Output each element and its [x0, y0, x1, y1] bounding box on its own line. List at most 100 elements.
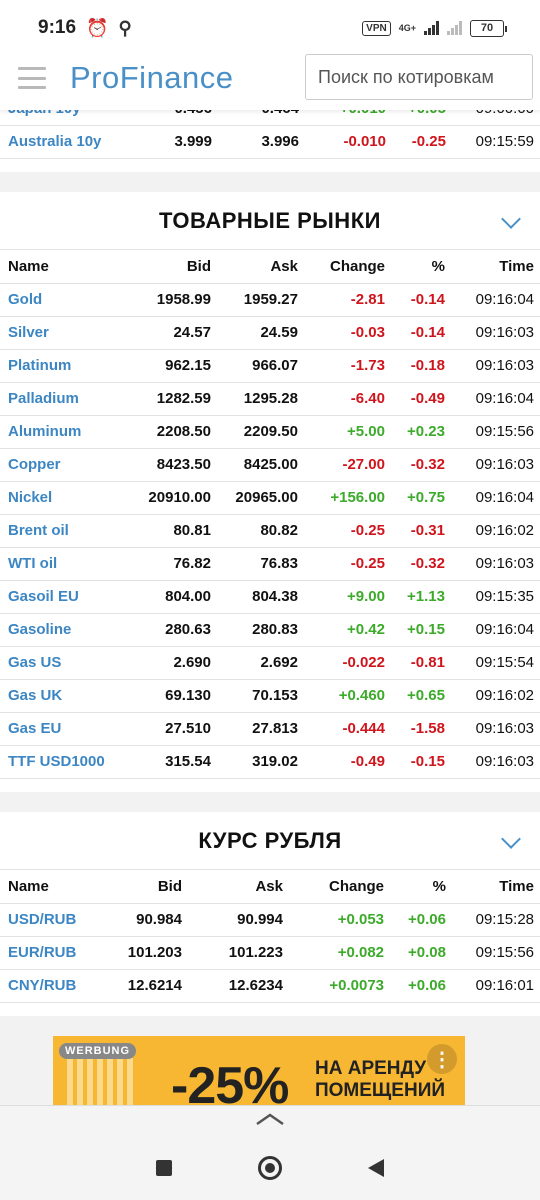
table-row[interactable]: Brent oil 80.81 80.82 -0.25 -0.31 09:16:02 — [0, 514, 540, 548]
instrument-name[interactable]: Palladium — [0, 382, 112, 416]
chevron-down-icon[interactable] — [501, 209, 521, 229]
percent-value: +0.65 — [385, 679, 445, 713]
table-row[interactable]: Nickel 20910.00 20965.00 +156.00 +0.75 09:16:… — [0, 481, 540, 515]
instrument-name[interactable]: Platinum — [0, 349, 112, 383]
percent-value: -0.31 — [385, 514, 445, 548]
back-icon[interactable] — [368, 1158, 384, 1177]
percent-value: +0.23 — [385, 415, 445, 449]
percent-value: +0.08 — [384, 936, 446, 970]
instrument-name[interactable]: Copper — [0, 448, 112, 482]
time-value: 09:15:59 — [446, 125, 540, 159]
ad-line-2: ПОМЕЩЕНИЙ — [315, 1080, 446, 1101]
table-row[interactable]: WTI oil 76.82 76.83 -0.25 -0.32 09:16:03 — [0, 547, 540, 581]
col-bid: Bid — [112, 250, 211, 284]
instrument-name[interactable]: USD/RUB — [0, 903, 100, 937]
instrument-name[interactable]: Gas US — [0, 646, 112, 680]
bid-value: 76.82 — [112, 547, 211, 581]
change-value: -1.73 — [298, 349, 385, 383]
table-header: Name Bid Ask Change % Time — [0, 250, 540, 284]
col-change: Change — [298, 250, 385, 284]
instrument-name[interactable]: WTI oil — [0, 547, 112, 581]
col-change: Change — [283, 870, 384, 904]
menu-icon[interactable] — [18, 67, 46, 89]
table-row[interactable]: Gold 1958.99 1959.27 -2.81 -0.14 09:16:04 — [0, 283, 540, 317]
table-row[interactable]: USD/RUB 90.984 90.994 +0.053 +0.06 09:15:28 — [0, 903, 540, 937]
app-header: ProFinance — [0, 46, 540, 110]
instrument-name[interactable]: EUR/RUB — [0, 936, 100, 970]
signal-icon — [424, 21, 439, 35]
col-pct: % — [384, 870, 446, 904]
instrument-name[interactable]: Gas UK — [0, 679, 112, 713]
instrument-name[interactable]: TTF USD1000 — [0, 745, 112, 779]
bottom-sheet-handle[interactable] — [0, 1105, 540, 1135]
bid-value: 2.690 — [112, 646, 211, 680]
table-row[interactable]: Palladium 1282.59 1295.28 -6.40 -0.49 09:16:0… — [0, 382, 540, 416]
instrument-name[interactable]: Gasoil EU — [0, 580, 112, 614]
time-value: 09:16:04 — [445, 382, 540, 416]
signal-icon-2 — [447, 21, 462, 35]
table-row[interactable]: Aluminum 2208.50 2209.50 +5.00 +0.23 09:15:56 — [0, 415, 540, 449]
instrument-name[interactable]: Aluminum — [0, 415, 112, 449]
table-row[interactable]: Platinum 962.15 966.07 -1.73 -0.18 09:16:03 — [0, 349, 540, 383]
time-value: 09:16:01 — [446, 969, 540, 1003]
percent-value: -0.14 — [385, 283, 445, 317]
table-row[interactable]: Copper 8423.50 8425.00 -27.00 -0.32 09:16:03 — [0, 448, 540, 482]
time-value: 09:16:03 — [445, 547, 540, 581]
ad-discount: -25% — [171, 1057, 289, 1106]
percent-value: -0.81 — [385, 646, 445, 680]
col-ask: Ask — [211, 250, 298, 284]
table-row[interactable]: EUR/RUB 101.203 101.223 +0.082 +0.08 09:15:56 — [0, 936, 540, 970]
table-row[interactable]: Gas US 2.690 2.692 -0.022 -0.81 09:15:54 — [0, 646, 540, 680]
time-value: 09:16:04 — [445, 283, 540, 317]
percent-value: -0.14 — [385, 316, 445, 350]
ruble-table: Name Bid Ask Change % Time USD/RUB 90.984… — [0, 870, 540, 1003]
percent-value: -0.15 — [385, 745, 445, 779]
table-row[interactable]: Australia 10y 3.999 3.996 -0.010 -0.25 09:15:… — [0, 125, 540, 159]
logo[interactable]: ProFinance — [70, 60, 234, 95]
ad-image — [67, 1058, 137, 1106]
instrument-name[interactable]: Brent oil — [0, 514, 112, 548]
table-row[interactable]: CNY/RUB 12.6214 12.6234 +0.0073 +0.06 09:16:0… — [0, 969, 540, 1003]
table-row[interactable]: TTF USD1000 315.54 319.02 -0.49 -0.15 09:16:0… — [0, 745, 540, 779]
more-options-icon[interactable]: ⋮ — [427, 1044, 457, 1074]
time-value: 09:16:03 — [445, 349, 540, 383]
change-value: -2.81 — [298, 283, 385, 317]
table-row[interactable]: Gas UK 69.130 70.153 +0.460 +0.65 09:16:02 — [0, 679, 540, 713]
change-value: +156.00 — [298, 481, 385, 515]
recents-icon[interactable] — [156, 1159, 172, 1176]
table-row[interactable]: Gasoline 280.63 280.83 +0.42 +0.15 09:16:04 — [0, 613, 540, 647]
col-ask: Ask — [182, 870, 283, 904]
instrument-name[interactable]: Gasoline — [0, 613, 112, 647]
chevron-down-icon[interactable] — [501, 829, 521, 849]
chevron-up-icon[interactable] — [255, 1112, 285, 1126]
ask-value: 76.83 — [211, 547, 298, 581]
ask-value: 24.59 — [211, 316, 298, 350]
time-value: 09:16:03 — [445, 745, 540, 779]
change-value: -0.25 — [298, 514, 385, 548]
bid-value: 101.203 — [100, 936, 182, 970]
instrument-name[interactable]: Nickel — [0, 481, 112, 515]
instrument-name[interactable]: Gold — [0, 283, 112, 317]
ask-value: 2.692 — [211, 646, 298, 680]
network-type: 4G+ — [398, 22, 416, 33]
search-status-icon: ⚲ — [118, 17, 132, 38]
bid-value: 1958.99 — [112, 283, 211, 317]
battery-icon: 70 — [470, 19, 507, 37]
search-input[interactable] — [305, 54, 533, 100]
instrument-name[interactable]: CNY/RUB — [0, 969, 100, 1003]
instrument-name[interactable]: Gas EU — [0, 712, 112, 746]
commodities-section-header[interactable]: ТОВАРНЫЕ РЫНКИ — [0, 192, 540, 250]
instrument-name[interactable]: Silver — [0, 316, 112, 350]
ask-value: 27.813 — [211, 712, 298, 746]
percent-value: -0.32 — [385, 547, 445, 581]
ruble-section-header[interactable]: КУРС РУБЛЯ — [0, 812, 540, 870]
ask-value: 280.83 — [211, 613, 298, 647]
bid-value: 69.130 — [112, 679, 211, 713]
change-value: -27.00 — [298, 448, 385, 482]
table-row[interactable]: Gasoil EU 804.00 804.38 +9.00 +1.13 09:15:35 — [0, 580, 540, 614]
table-row[interactable]: Gas EU 27.510 27.813 -0.444 -1.58 09:16:03 — [0, 712, 540, 746]
instrument-name[interactable]: Australia 10y — [0, 125, 150, 159]
table-row[interactable]: Silver 24.57 24.59 -0.03 -0.14 09:16:03 — [0, 316, 540, 350]
home-icon[interactable] — [258, 1155, 282, 1180]
ad-banner[interactable]: WERBUNG -25% НА АРЕНДУ ПОМЕЩЕНИЙ ⋮ — [53, 1036, 465, 1106]
